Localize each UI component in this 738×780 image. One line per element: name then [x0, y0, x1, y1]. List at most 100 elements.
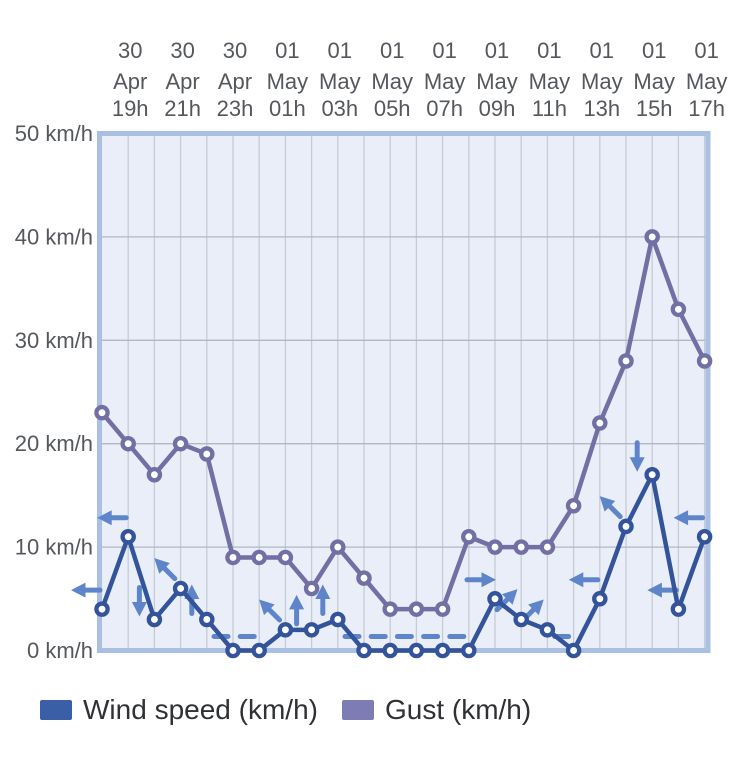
gust-point-marker[interactable] — [199, 446, 215, 462]
wind-point-marker[interactable] — [592, 591, 608, 607]
wind-point-marker[interactable] — [225, 642, 241, 659]
wind-point-marker[interactable] — [251, 642, 267, 659]
wind-point-marker[interactable] — [277, 622, 294, 638]
x-axis-label-hour: 03h — [321, 96, 358, 121]
wind-point-marker[interactable] — [670, 601, 687, 617]
wind-point-marker[interactable] — [172, 580, 189, 597]
gust-point-marker[interactable] — [592, 415, 608, 431]
gust-point-marker[interactable] — [120, 435, 136, 452]
y-axis-label: 10 km/h — [15, 535, 93, 560]
chart-legend: Wind speed (km/h) Gust (km/h) — [40, 694, 531, 726]
wind-point-marker[interactable] — [120, 529, 136, 545]
x-axis-label-month: May — [371, 69, 413, 94]
x-axis-label-hour: 07h — [426, 96, 463, 121]
x-axis-label-hour: 13h — [583, 96, 620, 121]
x-axis-label-day: 01 — [694, 38, 718, 63]
wind-point-marker[interactable] — [303, 622, 320, 638]
x-axis-label-day: 01 — [642, 38, 666, 63]
wind-direction-arrow-icon — [464, 572, 496, 588]
x-axis-label-month: May — [476, 69, 518, 94]
gust-point-marker[interactable] — [539, 539, 556, 555]
x-axis-label-hour: 05h — [374, 96, 411, 121]
y-axis-label: 20 km/h — [15, 431, 93, 456]
legend-label-gust: Gust (km/h) — [384, 694, 532, 725]
x-axis-label-hour: 15h — [636, 96, 673, 121]
wind-point-marker[interactable] — [618, 518, 634, 535]
wind-point-marker[interactable] — [408, 642, 425, 659]
gust-point-marker[interactable] — [251, 549, 267, 566]
gust-point-marker[interactable] — [513, 539, 529, 555]
y-axis-label: 30 km/h — [15, 328, 93, 353]
gust-point-marker[interactable] — [434, 601, 451, 617]
x-axis-label-month: Apr — [165, 69, 199, 94]
gust-point-marker[interactable] — [172, 435, 189, 452]
y-axis-label: 50 km/h — [15, 121, 93, 146]
wind-point-marker[interactable] — [565, 642, 582, 659]
x-axis-label-month: Apr — [218, 69, 252, 94]
x-axis-label-hour: 09h — [479, 96, 516, 121]
x-axis-label-day: 30 — [170, 38, 194, 63]
gust-point-marker[interactable] — [618, 353, 634, 369]
x-axis-label-day: 01 — [590, 38, 614, 63]
gust-point-marker[interactable] — [670, 301, 687, 318]
wind-point-marker[interactable] — [146, 611, 163, 628]
gust-point-marker[interactable] — [644, 229, 660, 245]
wind-speed-swatch-icon — [40, 700, 72, 720]
x-axis-label-hour: 19h — [112, 96, 149, 121]
x-axis-label-day: 01 — [537, 38, 561, 63]
x-axis-label-month: May — [581, 69, 623, 94]
legend-label-wind-speed: Wind speed (km/h) — [83, 694, 318, 725]
x-axis-label-month: May — [633, 69, 675, 94]
wind-direction-arrow-icon — [131, 584, 147, 617]
wind-point-marker[interactable] — [513, 611, 529, 628]
x-axis-label-month: May — [424, 69, 466, 94]
gust-point-marker[interactable] — [94, 404, 110, 421]
wind-point-marker[interactable] — [461, 642, 477, 659]
wind-point-marker[interactable] — [539, 622, 556, 638]
x-axis-label-day: 01 — [485, 38, 509, 63]
wind-point-marker[interactable] — [94, 601, 110, 617]
y-axis-label: 0 km/h — [27, 638, 93, 663]
gust-point-marker[interactable] — [408, 601, 425, 617]
x-axis-label-month: Apr — [113, 69, 147, 94]
x-axis-label-day: 30 — [118, 38, 142, 63]
wind-point-marker[interactable] — [382, 642, 398, 659]
x-axis-label-day: 01 — [275, 38, 299, 63]
y-axis-label: 40 km/h — [15, 224, 93, 249]
gust-point-marker[interactable] — [146, 466, 163, 483]
wind-point-marker[interactable] — [644, 466, 660, 483]
wind-direction-arrow-icon — [315, 584, 331, 616]
wind-direction-arrow-icon — [97, 510, 129, 526]
wind-point-marker[interactable] — [199, 611, 215, 628]
wind-direction-arrow-icon — [568, 572, 601, 588]
x-axis-label-hour: 17h — [688, 96, 725, 121]
gust-point-marker[interactable] — [565, 497, 582, 514]
x-axis-label-month: May — [529, 69, 571, 94]
wind-point-marker[interactable] — [330, 611, 346, 628]
gust-point-marker[interactable] — [277, 549, 294, 566]
gust-point-marker[interactable] — [356, 570, 372, 586]
wind-direction-arrow-icon — [259, 599, 283, 623]
wind-point-marker[interactable] — [434, 642, 451, 659]
legend-item-wind-speed: Wind speed (km/h) — [40, 694, 318, 726]
gust-point-marker[interactable] — [461, 529, 477, 545]
x-axis-label-month: May — [267, 69, 309, 94]
gust-point-marker[interactable] — [330, 539, 346, 555]
wind-point-marker[interactable] — [696, 529, 713, 545]
wind-direction-arrow-icon — [629, 440, 645, 472]
gust-point-marker[interactable] — [487, 539, 503, 555]
gust-point-marker[interactable] — [382, 601, 398, 617]
gust-point-marker[interactable] — [696, 353, 713, 369]
wind-direction-arrow-icon — [154, 558, 178, 582]
wind-point-marker[interactable] — [487, 591, 503, 607]
gust-point-marker[interactable] — [303, 580, 320, 597]
wind-point-marker[interactable] — [356, 642, 372, 659]
x-axis-label-day: 01 — [432, 38, 456, 63]
wind-direction-arrow-icon — [289, 594, 305, 627]
x-axis-label-hour: 21h — [164, 96, 201, 121]
wind-direction-arrow-icon — [673, 510, 706, 526]
x-axis-label-day: 01 — [328, 38, 352, 63]
gust-point-marker[interactable] — [225, 549, 241, 566]
wind-direction-arrow-icon — [71, 582, 103, 598]
